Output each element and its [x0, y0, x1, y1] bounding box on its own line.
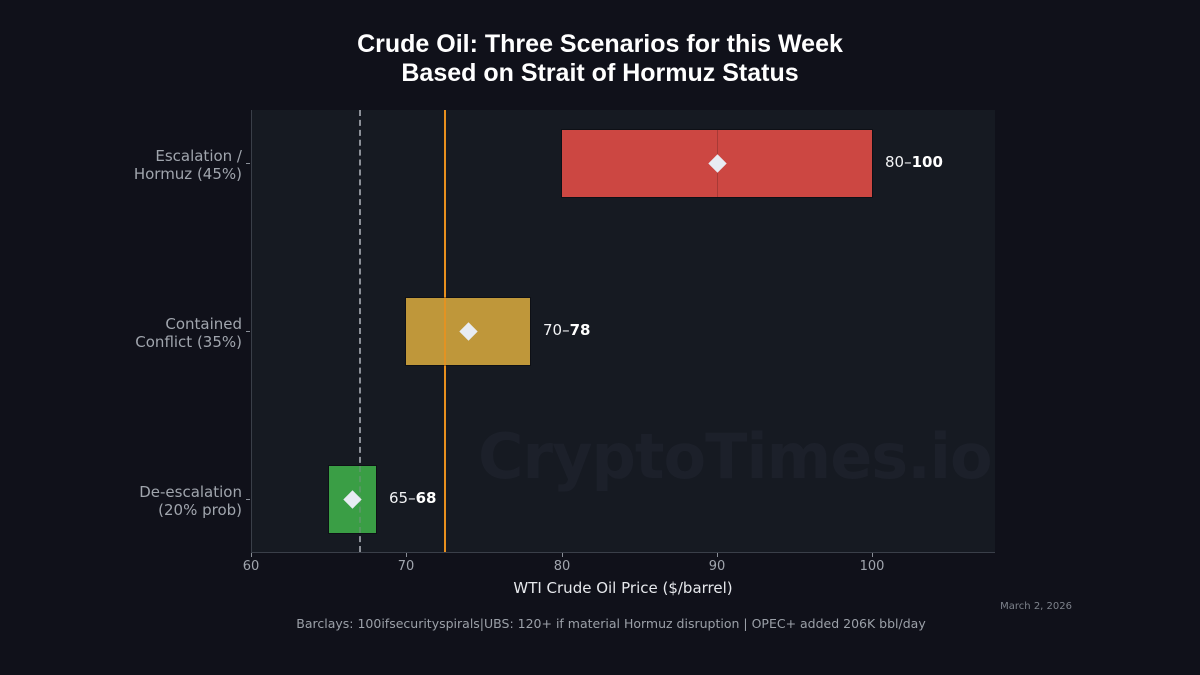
chart-title-line2: Based on Strait of Hormuz Status — [401, 59, 799, 87]
x-tick-label: 70 — [397, 559, 415, 574]
x-tick — [717, 553, 718, 557]
y-label-contained: Contained Conflict (35%) — [42, 315, 242, 351]
x-tick-label: 100 — [859, 559, 885, 574]
x-tick-label: 80 — [553, 559, 571, 574]
y-tick — [246, 499, 250, 500]
x-tick-label: 90 — [708, 559, 726, 574]
x-tick-label: 60 — [242, 559, 260, 574]
chart-title-line1: Crude Oil: Three Scenarios for this Week — [357, 30, 843, 58]
x-axis-label: WTI Crude Oil Price ($/barrel) — [513, 579, 733, 597]
range-label-de-escalation: 65–68 — [389, 489, 437, 507]
reference-line-overlay — [444, 298, 446, 365]
watermark: CryptoTimes.io — [478, 420, 993, 493]
y-label-de-escalation: De-escalation (20% prob) — [42, 483, 242, 519]
y-label-escalation: Escalation / Hormuz (45%) — [42, 147, 242, 183]
x-tick — [872, 553, 873, 557]
y-tick — [246, 331, 250, 332]
y-label-line: Hormuz (45%) — [133, 165, 242, 183]
y-label-line: Contained — [165, 315, 242, 333]
range-label-contained: 70–78 — [543, 321, 591, 339]
y-label-line: (20% prob) — [158, 501, 242, 519]
y-label-line: Conflict (35%) — [135, 333, 242, 351]
date-stamp: March 2, 2026 — [1000, 601, 1072, 612]
x-tick — [251, 553, 252, 557]
y-tick — [246, 163, 250, 164]
y-label-line: Escalation / — [155, 147, 242, 165]
x-axis — [251, 552, 995, 553]
chart-title: Crude Oil: Three Scenarios for this Week… — [0, 30, 1200, 88]
footnote: Barclays: 100ifsecurityspirals|UBS: 120+… — [296, 616, 926, 631]
y-label-line: De-escalation — [139, 483, 242, 501]
range-label-escalation: 80–100 — [885, 153, 943, 171]
y-axis — [251, 110, 252, 553]
reference-line-dashed — [359, 110, 361, 552]
x-tick — [406, 553, 407, 557]
x-tick — [562, 553, 563, 557]
